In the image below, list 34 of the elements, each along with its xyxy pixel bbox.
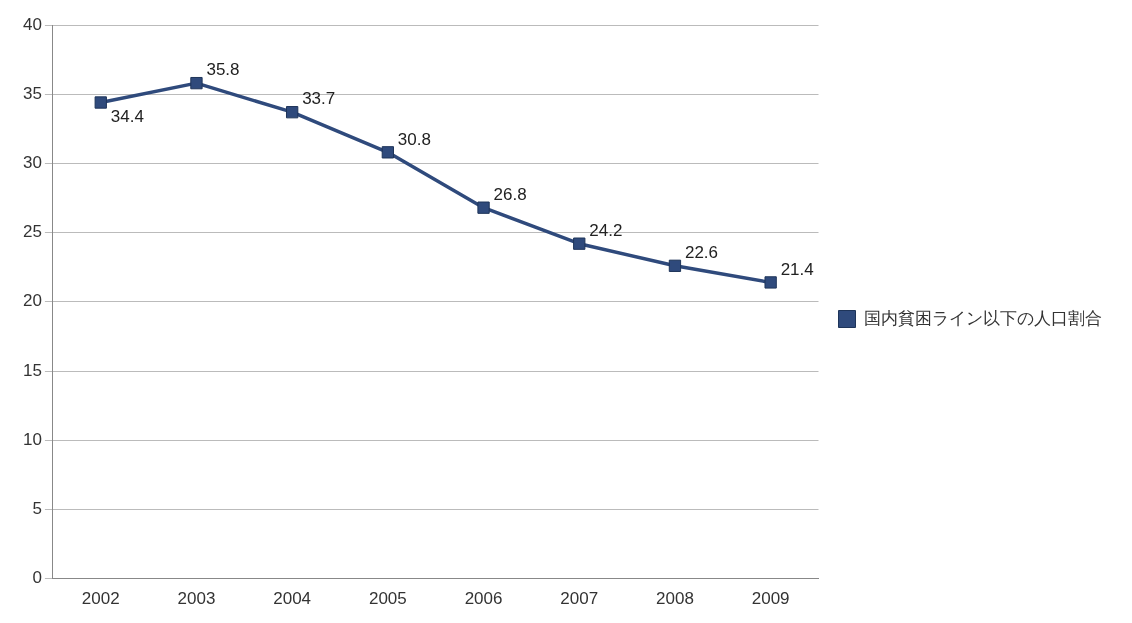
point — [573, 237, 586, 250]
point — [764, 276, 777, 289]
y-tick-label: 25 — [22, 222, 42, 242]
data-label: 33.7 — [302, 89, 336, 109]
x-tick-label: 2007 — [560, 589, 599, 609]
x-tick-label: 2009 — [751, 589, 790, 609]
data-label: 35.8 — [206, 60, 240, 80]
y-tick-label: 5 — [32, 499, 42, 519]
data-label: 24.2 — [589, 220, 623, 240]
point — [381, 146, 395, 159]
x-tick-label: 2008 — [656, 589, 694, 609]
point — [94, 96, 107, 109]
y-tick-label: 40 — [22, 14, 42, 34]
x-tick-label: 2004 — [273, 589, 312, 609]
x-tick-label: 2005 — [368, 589, 407, 609]
data-label: 21.4 — [780, 259, 814, 279]
data-label: 26.8 — [493, 184, 527, 204]
y-tick-label: 35 — [22, 83, 42, 103]
x-tick-label: 2002 — [81, 589, 120, 609]
x-tick-label: 2003 — [177, 589, 216, 609]
point — [286, 106, 299, 119]
y-tick-label: 30 — [22, 153, 42, 173]
y-tick-label: 20 — [22, 291, 42, 311]
data-label: 22.6 — [684, 243, 719, 262]
y-tick-label: 10 — [22, 429, 42, 449]
legend-label: 国内貧困ライン以下の人口割合 — [864, 308, 1102, 328]
point — [668, 259, 682, 272]
point — [477, 201, 490, 214]
data-label: 30.8 — [397, 129, 431, 149]
y-tick-label: 15 — [22, 360, 42, 380]
point — [190, 76, 203, 90]
y-tick-label: 0 — [32, 568, 42, 588]
x-tick-label: 2006 — [464, 589, 503, 609]
data-label: 34.4 — [110, 106, 144, 126]
